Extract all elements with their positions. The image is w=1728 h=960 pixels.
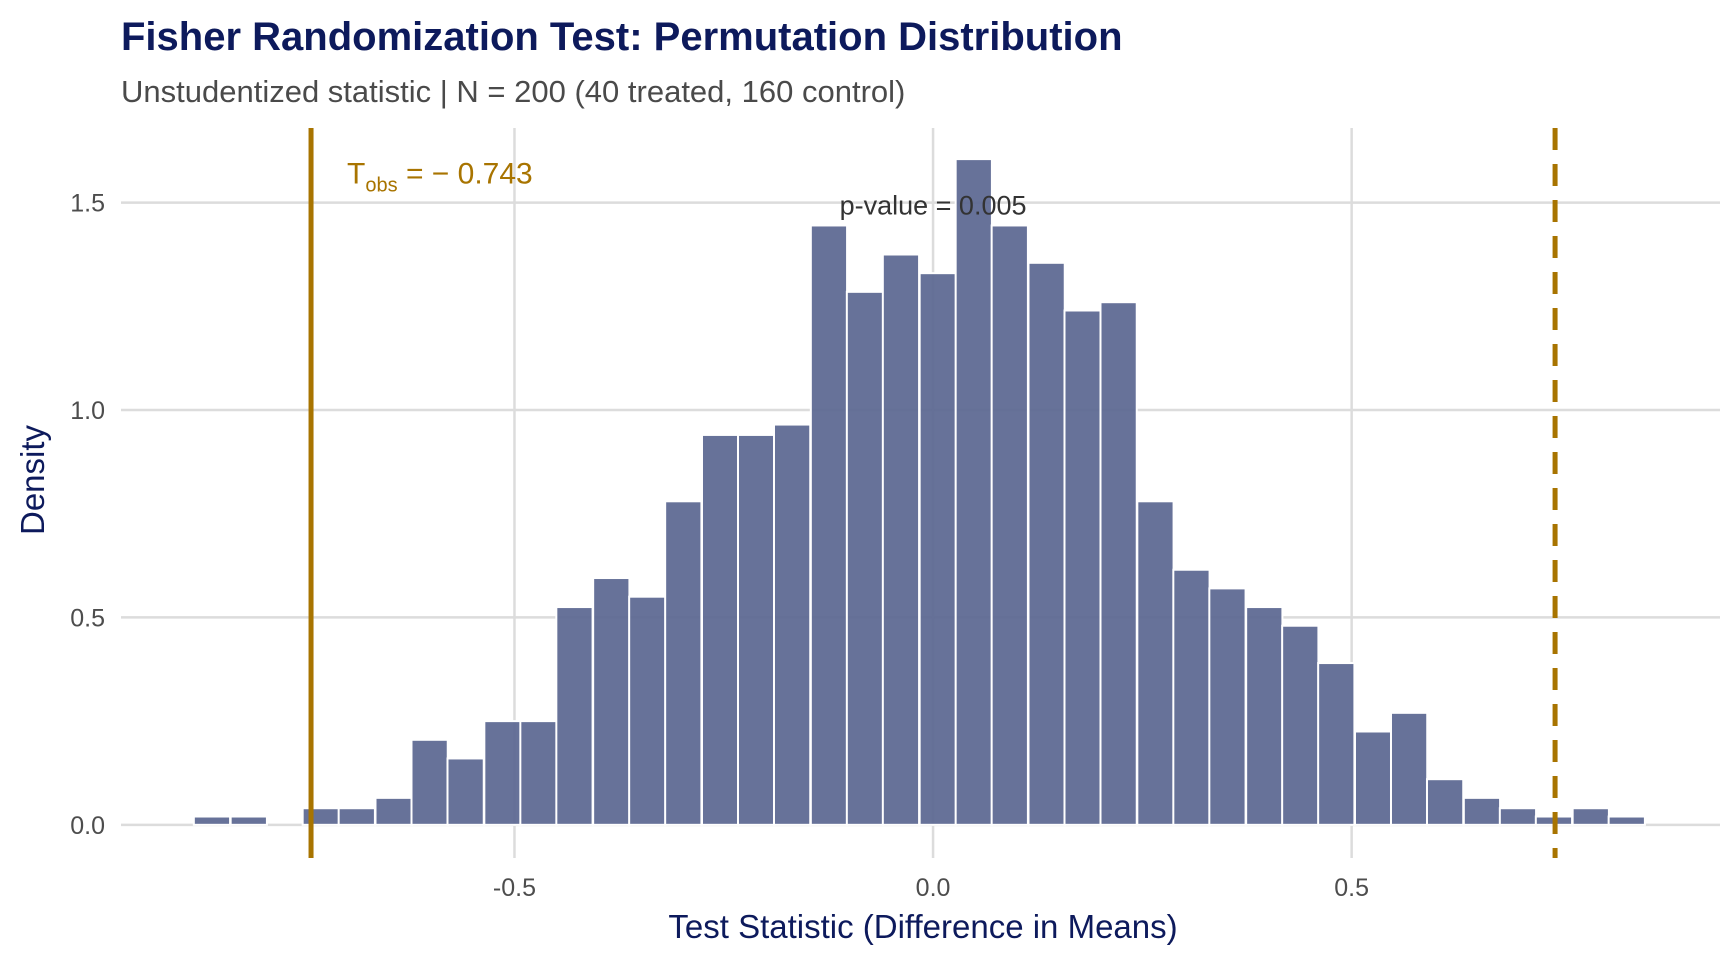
chart-subtitle: Unstudentized statistic | N = 200 (40 tr… — [121, 74, 905, 109]
annotations: Tobs = − 0.743 p-value = 0.005 — [347, 158, 1026, 221]
tobs-symbol: T — [347, 158, 365, 191]
tobs-label: Tobs = − 0.743 — [347, 158, 533, 197]
histogram-bar — [845, 290, 885, 826]
histogram-bar — [772, 423, 812, 826]
histogram-bar — [1498, 807, 1538, 826]
histogram-bar — [1425, 778, 1465, 826]
histogram-bar — [1245, 606, 1284, 826]
y-tick-label: 1.0 — [70, 397, 105, 425]
histogram-bar — [1607, 815, 1646, 826]
histogram-bar — [555, 606, 594, 826]
histogram-bar — [374, 796, 413, 826]
histogram-bar — [1208, 587, 1247, 826]
histogram-bar — [1317, 662, 1356, 826]
histogram-bar — [1172, 568, 1211, 826]
histogram-bar — [192, 815, 232, 826]
histogram-bar — [809, 224, 849, 826]
histogram-bar — [592, 577, 631, 826]
histogram-bar — [1462, 796, 1502, 826]
histogram-bar — [1389, 711, 1429, 826]
x-tick-label: 0.5 — [1334, 874, 1369, 902]
p-value-label: p-value = 0.005 — [840, 191, 1027, 221]
axis-ticks: 0.0 0.5 1.0 1.5 -0.5 0.0 0.5 — [70, 190, 1369, 902]
histogram-bar — [446, 757, 485, 826]
y-tick-label: 0.5 — [70, 604, 105, 632]
x-tick-label: -0.5 — [493, 874, 536, 902]
histogram-bars — [192, 158, 1646, 826]
histogram-bar — [1063, 309, 1102, 826]
histogram-bar — [1099, 301, 1138, 826]
histogram-bar — [1281, 624, 1320, 826]
histogram-bar — [301, 807, 340, 826]
histogram-bar — [664, 500, 703, 826]
histogram-bar — [918, 272, 957, 826]
histogram-bar — [410, 738, 449, 826]
reference-lines — [308, 128, 1558, 858]
tobs-value: = − 0.743 — [398, 158, 533, 191]
y-tick-label: 0.0 — [70, 812, 105, 840]
chart-title: Fisher Randomization Test: Permutation D… — [121, 15, 1123, 59]
y-tick-label: 1.5 — [70, 190, 105, 218]
histogram-bar — [229, 815, 268, 826]
histogram-bar — [628, 595, 667, 826]
histogram-bar — [881, 253, 921, 826]
histogram-bar — [1353, 730, 1393, 826]
histogram-bar — [700, 433, 740, 826]
histogram-bar — [736, 433, 776, 826]
histogram-bar — [1136, 500, 1175, 826]
histogram-bar — [1027, 261, 1066, 826]
histogram-bar — [519, 720, 558, 826]
histogram-bar — [1571, 807, 1610, 826]
x-tick-label: 0.0 — [916, 874, 951, 902]
tobs-subscript: obs — [365, 175, 397, 197]
histogram-bar — [990, 224, 1029, 826]
histogram-bar — [954, 158, 993, 826]
histogram-bar — [483, 720, 522, 826]
y-axis-title: Density — [14, 424, 51, 535]
histogram-bar — [337, 807, 376, 826]
x-axis-title: Test Statistic (Difference in Means) — [668, 908, 1177, 945]
